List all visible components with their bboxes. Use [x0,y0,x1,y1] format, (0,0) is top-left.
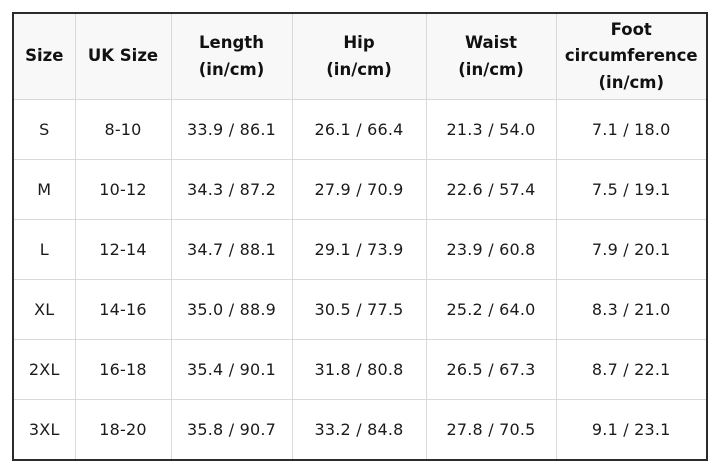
cell-size: S [12,99,76,160]
column-header-uk-size: UK Size [74,12,172,100]
header-row: Size UK Size Length (in/cm) Hip (in/cm) Wais… [12,12,708,100]
cell-size: L [12,219,76,280]
cell-foot-circumference: 7.5 / 19.1 [555,159,708,220]
size-chart-table: Size UK Size Length (in/cm) Hip (in/cm) Wais… [12,12,708,461]
cell-uk-size: 18-20 [74,399,172,461]
table-row: S 8-10 33.9 / 86.1 26.1 / 66.4 21.3 / 54.0 7.… [12,99,708,160]
cell-size: 2XL [12,339,76,400]
cell-length: 35.4 / 90.1 [170,339,293,400]
cell-hip: 33.2 / 84.8 [291,399,427,461]
table-row: 2XL 16-18 35.4 / 90.1 31.8 / 80.8 26.5 / 67.… [12,339,708,400]
cell-hip: 27.9 / 70.9 [291,159,427,220]
cell-hip: 30.5 / 77.5 [291,279,427,340]
cell-length: 34.7 / 88.1 [170,219,293,280]
cell-size: M [12,159,76,220]
table-row: XL 14-16 35.0 / 88.9 30.5 / 77.5 25.2 / 64.0… [12,279,708,340]
cell-hip: 29.1 / 73.9 [291,219,427,280]
column-header-size: Size [12,12,76,100]
cell-foot-circumference: 8.7 / 22.1 [555,339,708,400]
cell-size: 3XL [12,399,76,461]
cell-uk-size: 10-12 [74,159,172,220]
cell-waist: 26.5 / 67.3 [425,339,557,400]
cell-foot-circumference: 9.1 / 23.1 [555,399,708,461]
table-row: 3XL 18-20 35.8 / 90.7 33.2 / 84.8 27.8 / 70.… [12,399,708,461]
cell-size: XL [12,279,76,340]
cell-hip: 31.8 / 80.8 [291,339,427,400]
column-header-waist: Waist (in/cm) [425,12,557,100]
size-chart-container: Size UK Size Length (in/cm) Hip (in/cm) Wais… [12,12,708,461]
table-row: M 10-12 34.3 / 87.2 27.9 / 70.9 22.6 / 57.4 7… [12,159,708,220]
cell-waist: 23.9 / 60.8 [425,219,557,280]
column-header-foot-circumference: Foot circumference (in/cm) [555,12,708,100]
column-header-hip: Hip (in/cm) [291,12,427,100]
cell-waist: 27.8 / 70.5 [425,399,557,461]
cell-length: 35.0 / 88.9 [170,279,293,340]
cell-length: 33.9 / 86.1 [170,99,293,160]
table-row: L 12-14 34.7 / 88.1 29.1 / 73.9 23.9 / 60.8 7… [12,219,708,280]
cell-waist: 25.2 / 64.0 [425,279,557,340]
cell-waist: 21.3 / 54.0 [425,99,557,160]
cell-length: 34.3 / 87.2 [170,159,293,220]
cell-foot-circumference: 8.3 / 21.0 [555,279,708,340]
cell-uk-size: 14-16 [74,279,172,340]
cell-foot-circumference: 7.9 / 20.1 [555,219,708,280]
cell-foot-circumference: 7.1 / 18.0 [555,99,708,160]
column-header-length: Length (in/cm) [170,12,293,100]
cell-uk-size: 16-18 [74,339,172,400]
cell-waist: 22.6 / 57.4 [425,159,557,220]
table-body: S 8-10 33.9 / 86.1 26.1 / 66.4 21.3 / 54.0 7.… [12,99,708,461]
cell-uk-size: 12-14 [74,219,172,280]
cell-uk-size: 8-10 [74,99,172,160]
cell-length: 35.8 / 90.7 [170,399,293,461]
cell-hip: 26.1 / 66.4 [291,99,427,160]
